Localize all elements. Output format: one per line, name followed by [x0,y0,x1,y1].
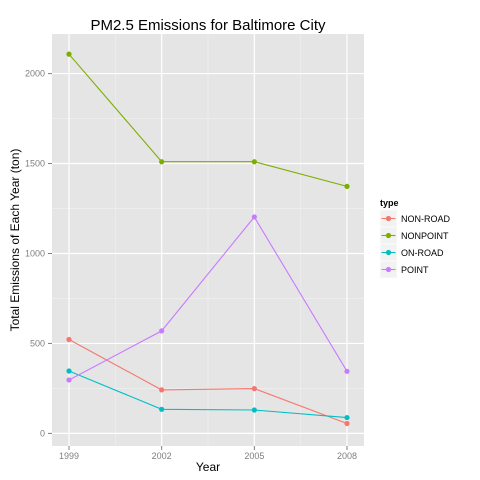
axes: 0 500 1000 1500 2000 1999 2002 2005 2008 [25,69,357,461]
legend-label-non-road: NON-ROAD [401,214,450,224]
data-point-non-road [344,420,350,427]
y-tick-label: 1500 [25,159,45,169]
data-point-nonpoint [251,159,257,165]
series-line-point [68,216,348,381]
data-point-point [344,368,350,374]
data-point-on-road [159,406,165,412]
data-point-point [159,328,165,334]
data-point-nonpoint [159,159,165,165]
series-line-on-road [68,370,348,419]
data-point-on-road [251,407,257,413]
legend-point-point [385,266,392,273]
legend-point-nonpoint [385,232,392,239]
grid-lines [52,34,364,446]
legend-label-point: POINT [401,265,429,275]
x-tick-label: 2005 [244,451,264,461]
legend-label-nonpoint: NONPOINT [401,231,449,241]
series-points [66,51,350,427]
series-line-non-road [68,339,348,425]
y-axis-label: Total Emissions of Each Year (ton) [8,149,22,332]
data-point-non-road [66,336,72,343]
data-point-non-road [159,387,165,393]
data-point-point [66,377,72,383]
data-point-point [251,214,257,220]
series-line-nonpoint [68,53,348,187]
y-tick-label: 2000 [25,69,45,79]
series-lines [68,53,348,425]
legend-title: type [380,198,399,208]
y-tick-label: 1000 [25,248,45,258]
x-tick-label: 1999 [59,451,79,461]
legend-items: NON-ROAD NONPOINT ON-ROAD POINT [379,209,450,279]
legend-point-on-road [385,249,392,256]
data-point-non-road [251,386,257,392]
data-point-nonpoint [344,183,350,189]
x-axis-label: Year [196,460,220,474]
data-point-nonpoint [66,51,72,57]
chart-title: PM2.5 Emissions for Baltimore City [90,17,326,34]
data-point-on-road [66,368,72,374]
data-point-on-road [344,414,350,421]
legend-label-on-road: ON-ROAD [401,248,444,258]
legend: type NON-ROAD NONPOINT ON-ROAD POINT [379,198,450,279]
y-tick-label: 500 [30,338,45,348]
y-tick-label: 0 [40,428,45,438]
legend-point-non-road [385,215,392,222]
x-tick-label: 2008 [337,451,357,461]
x-tick-label: 2002 [152,451,172,461]
